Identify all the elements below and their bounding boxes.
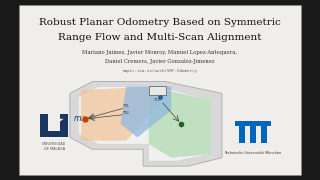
Text: $T_{02}$: $T_{02}$ (122, 110, 130, 117)
Bar (257, 121, 271, 126)
Polygon shape (78, 87, 211, 161)
Bar (19, 5, 301, 175)
Polygon shape (48, 119, 64, 125)
Bar (239, 121, 245, 143)
Text: Robust Planar Odometry Based on Symmetric: Robust Planar Odometry Based on Symmetri… (39, 18, 281, 27)
Bar (246, 121, 260, 126)
Text: Range Flow and Multi-Scan Alignment: Range Flow and Multi-Scan Alignment (58, 33, 262, 42)
Text: Daniel Cremers, Javier Gonzalez-Jimenez: Daniel Cremers, Javier Gonzalez-Jimenez (105, 59, 215, 64)
Bar (40, 114, 48, 137)
Text: ma: ma (74, 114, 86, 123)
Bar (250, 121, 256, 143)
Text: $T_{01}$: $T_{01}$ (122, 103, 130, 110)
Polygon shape (70, 82, 222, 166)
Text: Mariano Jaimez, Javier Monroy, Manuel Lopez-Antequera,: Mariano Jaimez, Javier Monroy, Manuel Lo… (83, 50, 237, 55)
Polygon shape (121, 87, 171, 137)
Polygon shape (81, 87, 160, 141)
Text: Technische Universität München: Technische Universität München (224, 151, 282, 156)
Bar (60, 114, 68, 137)
Text: UNIVERSIDAD
DE MALAGA: UNIVERSIDAD DE MALAGA (42, 142, 67, 151)
Bar (149, 86, 166, 95)
Text: mapir.isa.es/work/SRF-Odometry: mapir.isa.es/work/SRF-Odometry (123, 69, 197, 73)
Bar (235, 121, 249, 126)
Bar (261, 121, 267, 143)
Polygon shape (149, 87, 211, 158)
Text: $T_{12}$: $T_{12}$ (153, 96, 161, 104)
Bar (40, 131, 68, 137)
